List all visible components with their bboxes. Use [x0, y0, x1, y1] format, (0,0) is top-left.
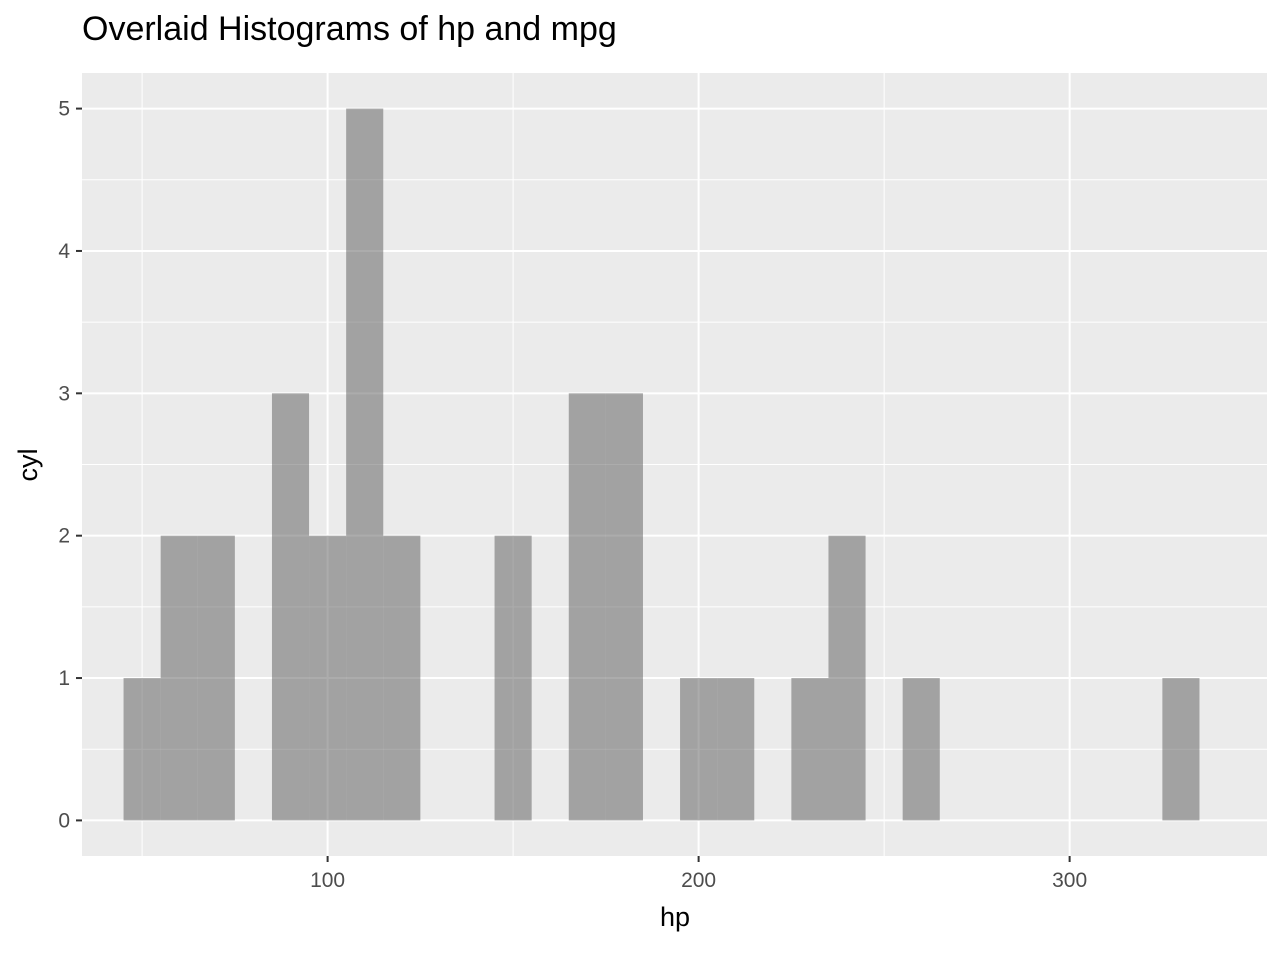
histogram-bar [494, 535, 532, 821]
y-tick-label: 2 [58, 525, 70, 548]
histogram-bar [568, 393, 606, 821]
x-tick-label: 100 [310, 869, 345, 892]
y-tick-label: 0 [58, 809, 70, 832]
chart-title: Overlaid Histograms of hp and mpg [82, 10, 617, 48]
histogram-bar [346, 108, 384, 821]
histogram-bar [605, 393, 643, 821]
histogram-bar [680, 678, 718, 821]
x-tick-label: 300 [1052, 869, 1087, 892]
histogram-bar [902, 678, 940, 821]
y-tick-label: 5 [58, 98, 70, 121]
histogram-bar [123, 678, 161, 821]
y-axis: 0 1 2 3 4 5 [58, 98, 82, 832]
y-axis-title: cyl [13, 449, 43, 482]
histogram-bar [717, 678, 755, 821]
y-tick-label: 4 [58, 240, 70, 263]
histogram-bar [791, 678, 829, 821]
y-tick-label: 1 [58, 667, 70, 690]
y-tick-label: 3 [58, 382, 70, 405]
histogram-bar [197, 535, 235, 821]
x-axis: 100 200 300 [310, 856, 1087, 892]
histogram-bar [160, 535, 198, 821]
histogram-bar [828, 535, 866, 821]
x-axis-title: hp [660, 902, 690, 932]
plot-panel [82, 73, 1267, 856]
histogram-bar [383, 535, 421, 821]
histogram-bar [309, 535, 347, 821]
histogram-bar [271, 393, 310, 821]
histogram-bar [1162, 678, 1200, 821]
x-tick-label: 200 [681, 869, 716, 892]
